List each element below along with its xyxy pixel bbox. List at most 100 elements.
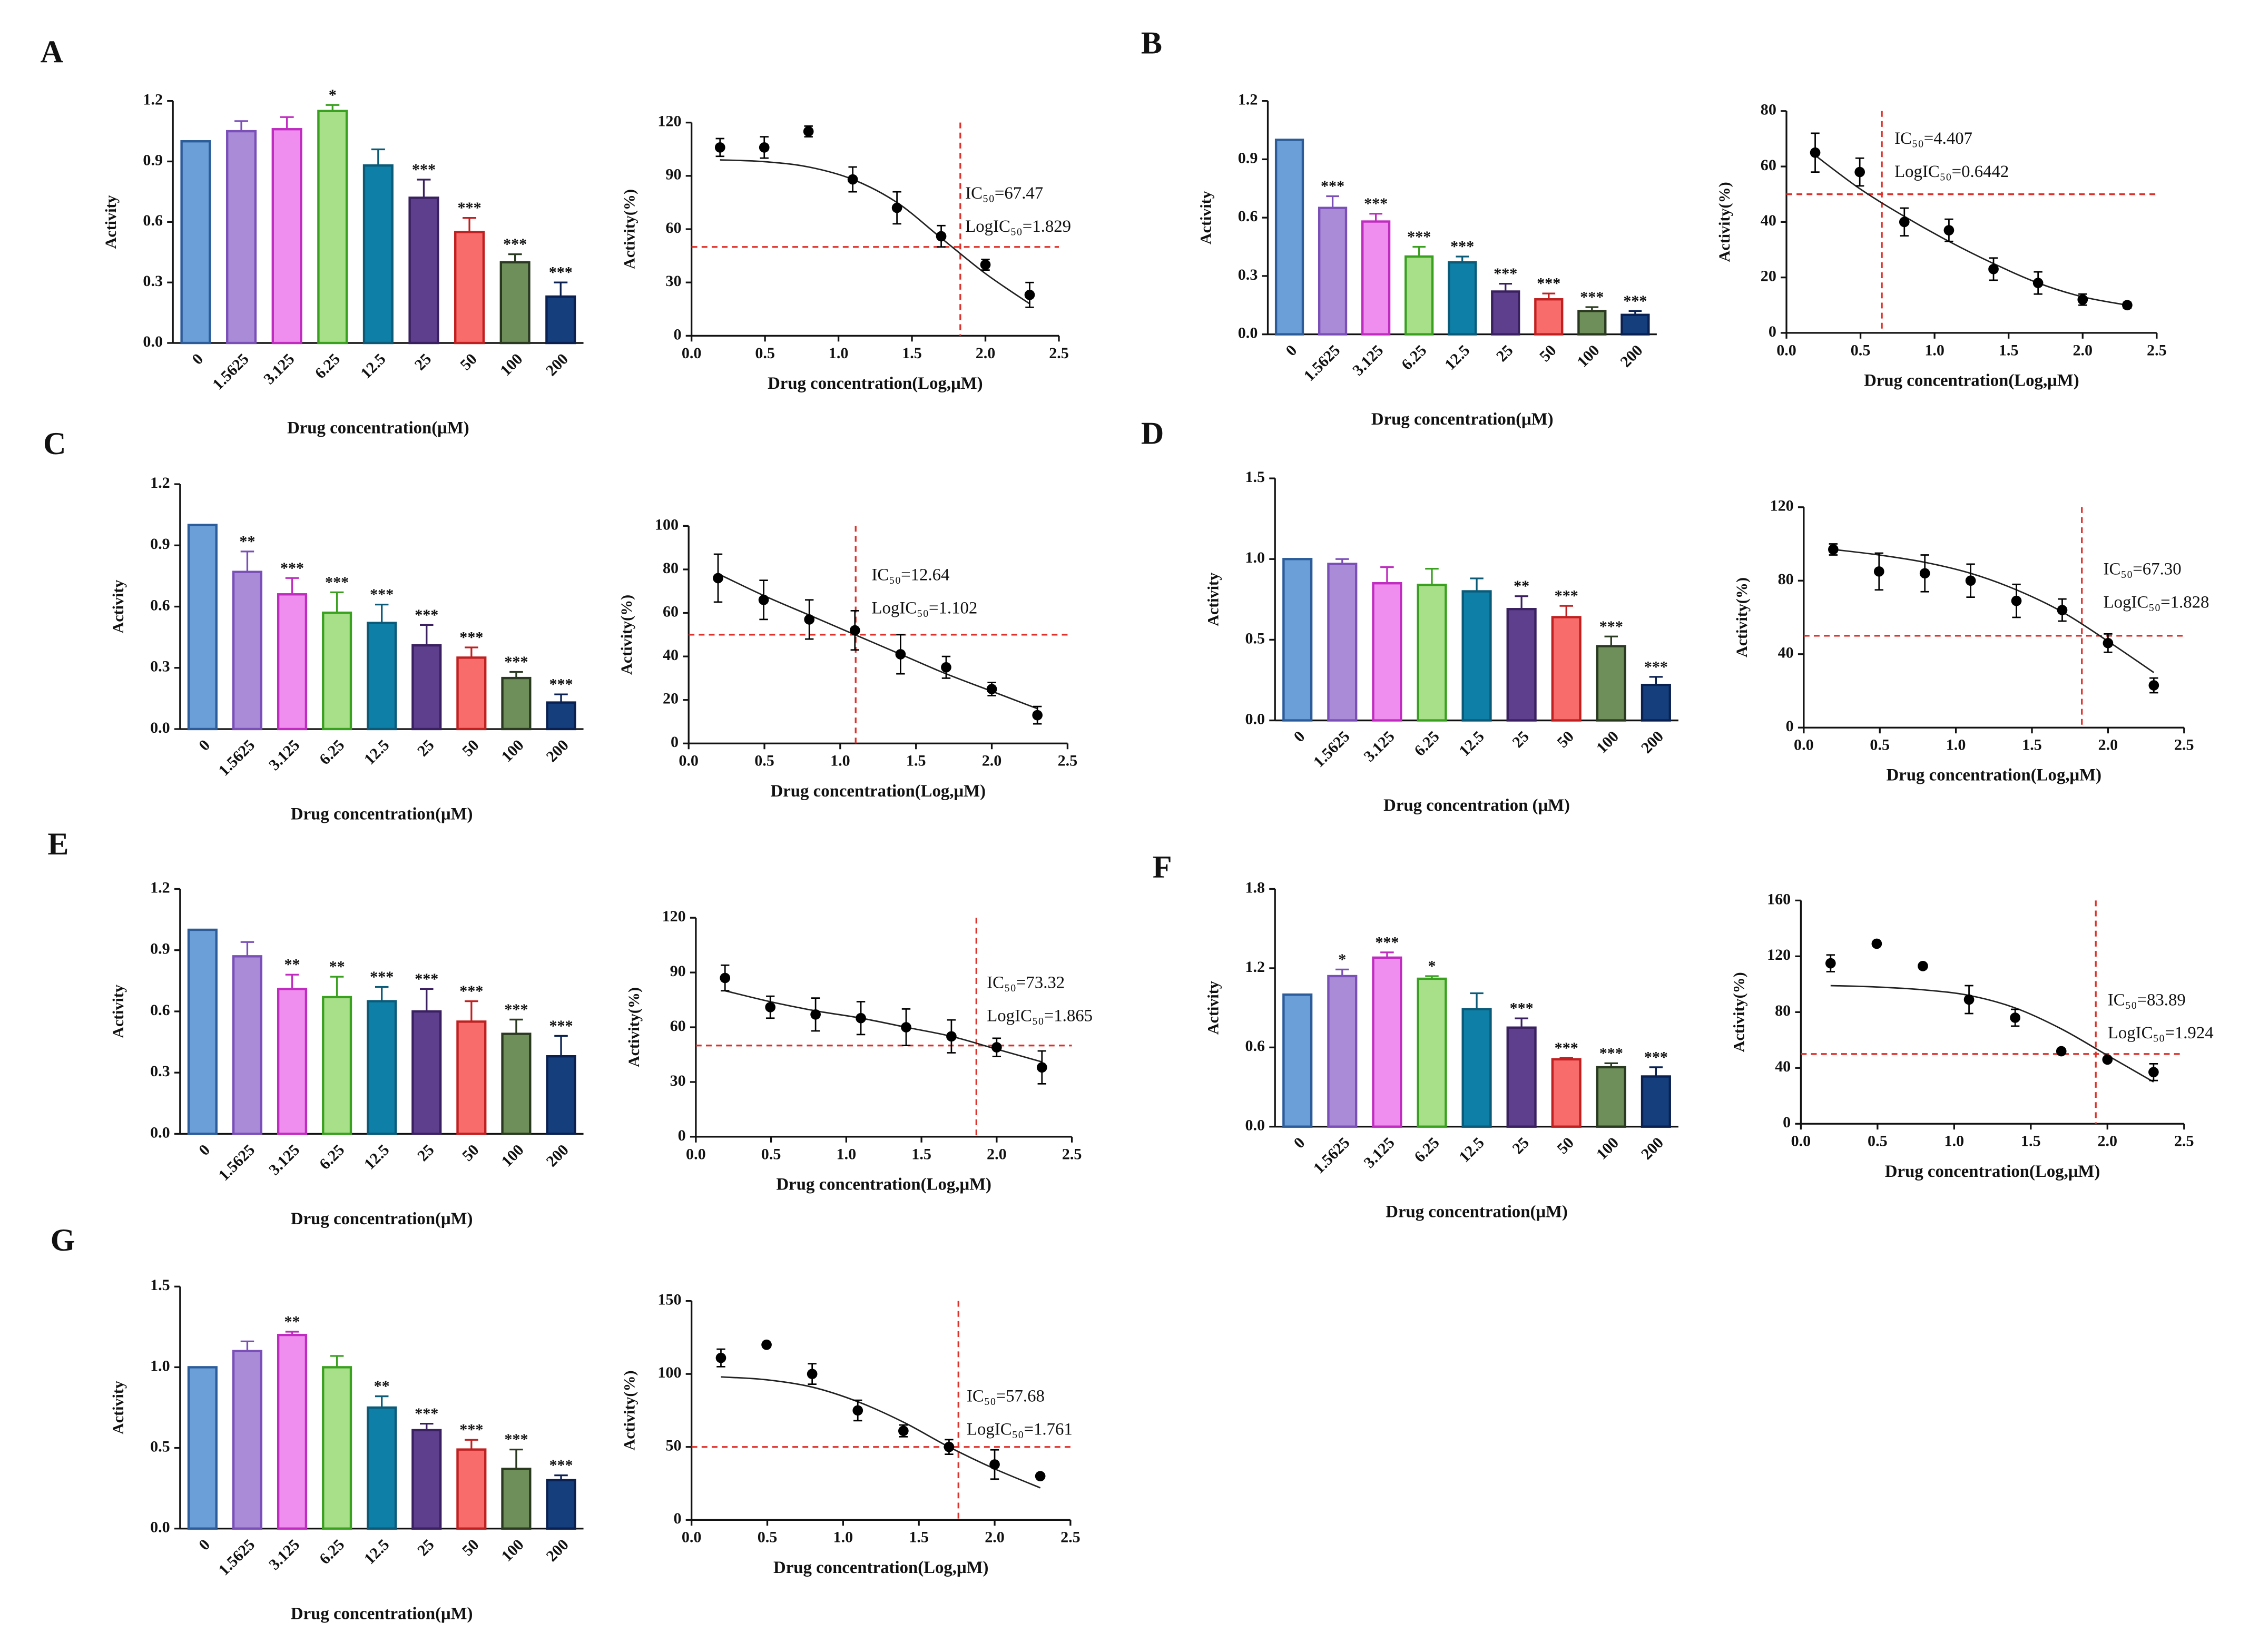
y-tick-label: 0.6 [1238,207,1258,225]
error-bar [330,976,344,997]
significance-label: *** [1599,617,1623,635]
data-point [2148,1067,2159,1078]
error-bar [465,646,478,658]
bar [1641,1075,1671,1128]
logic50-annotation: LogIC₅₀=1.761 [967,1420,1073,1439]
y-tick-label: 1.2 [143,91,163,109]
error-bar [463,217,477,232]
x-tick-label: 12.5 [1456,727,1488,760]
y-tick-label: 80 [663,559,679,577]
bar [367,1000,397,1135]
x-tick-label: 12.5 [357,350,389,382]
y-tick-label: 30 [670,1071,686,1089]
bar [1461,1008,1492,1128]
y-tick-label: 0.3 [150,657,170,675]
data-point [944,1441,955,1452]
x-tick-label: 50 [457,350,480,373]
x-tick-label: 0.5 [755,344,775,362]
bar [1506,1026,1537,1128]
error-bar [554,281,568,297]
error-bar [1326,195,1339,208]
y-axis-title: Activity(%) [1715,182,1733,262]
x-tick-label: 1.0 [833,1528,853,1546]
x-tick-label: 2.5 [2174,1132,2194,1150]
x-tick-label: 6.25 [316,736,348,768]
error-bar [508,253,522,262]
bar [1372,956,1402,1128]
x-tick-label: 0.5 [758,1528,778,1546]
y-tick-label: 0.3 [143,272,163,290]
bar [362,164,394,345]
significance-label: *** [1623,292,1647,310]
data-point [1828,544,1839,555]
x-axis-title: Drug concentration (μM) [1383,796,1570,815]
significance-label: ** [284,956,300,974]
y-tick-label: 0.0 [1245,1116,1265,1134]
data-point [895,649,906,660]
x-axis-title: Drug concentration(Log,μM) [1885,1162,2100,1181]
significance-label: ** [1514,577,1529,595]
data-point [810,1009,821,1020]
x-tick-label: 6.25 [316,1141,348,1173]
error-bar [509,1448,523,1469]
y-axis-title: Activity [1197,191,1215,244]
y-tick-label: 60 [663,602,679,620]
data-point [847,174,858,185]
bar [1417,977,1447,1128]
x-tick-label: 2.0 [2098,736,2118,754]
data-point [1871,938,1882,949]
y-axis-title: Activity(%) [621,189,639,269]
data-point [2032,278,2044,289]
significance-label: *** [1321,177,1344,195]
x-axis-title: Drug concentration(Log,μM) [771,782,986,801]
x-tick-label: 0 [1282,341,1301,360]
x-tick-label: 100 [1593,1134,1622,1163]
x-tick-label: 0.0 [1776,341,1796,359]
error-bar [1335,968,1349,976]
data-point [761,1339,772,1350]
y-tick-label: 160 [1767,890,1791,908]
data-point [713,573,723,584]
error-bar [465,1439,478,1450]
x-tick-label: 100 [1593,727,1622,757]
fit-curve [1814,154,2128,306]
y-tick-label: 0.5 [150,1437,170,1455]
bar [232,1350,263,1530]
error-bar [1559,1057,1573,1059]
bar [411,644,442,731]
logic50-annotation: LogIC₅₀=1.828 [2104,593,2209,612]
significance-label: * [329,86,337,104]
y-tick-label: 0 [671,733,679,751]
y-tick-label: 0.6 [143,211,163,229]
significance-label: *** [457,199,481,217]
data-point [2057,605,2068,615]
data-point [1918,961,1928,971]
x-tick-label: 50 [458,1536,482,1559]
significance-label: *** [549,263,573,281]
x-tick-label: 0.0 [1791,1132,1811,1150]
error-bar [240,941,254,957]
x-tick-label: 200 [543,1536,572,1565]
bar [1491,290,1520,336]
x-tick-label: 1.5 [906,752,926,770]
x-tick-label: 0.5 [761,1145,781,1163]
data-point [941,662,951,673]
x-tick-label: 25 [414,1141,437,1165]
data-point [991,1042,1002,1053]
significance-label: *** [1644,1048,1668,1066]
x-tick-label: 1.0 [1944,1132,1965,1150]
x-tick-label: 2.5 [2147,341,2167,359]
bar [180,140,211,345]
bar [232,955,263,1135]
bar [1361,220,1391,336]
y-axis-title: Activity [1204,981,1222,1035]
x-tick-label: 3.125 [1360,1134,1398,1172]
x-tick-label: 0.0 [682,1528,702,1546]
y-tick-label: 50 [665,1437,681,1454]
y-tick-label: 0.0 [150,1123,170,1141]
y-tick-label: 0.6 [150,1001,170,1019]
x-axis-title: Drug concentration(μM) [291,1210,473,1228]
y-tick-label: 100 [655,515,679,533]
bar [501,1032,532,1135]
